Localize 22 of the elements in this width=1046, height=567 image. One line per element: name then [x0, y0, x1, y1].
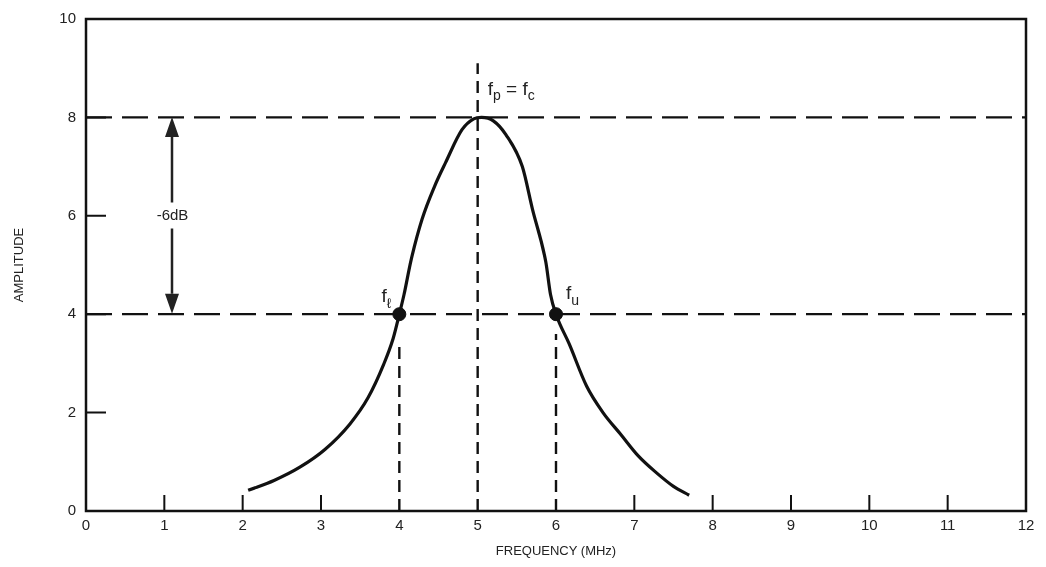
y-tick-label: 2	[67, 402, 76, 420]
x-tick-label: 12	[1017, 516, 1035, 534]
x-tick-label: 7	[630, 516, 639, 534]
x-tick-label: 8	[708, 516, 717, 534]
x-tick-label: 6	[551, 516, 561, 534]
annotation: -6dB	[156, 205, 189, 223]
y-tick-label: 4	[67, 304, 76, 322]
x-tick-label: 2	[238, 516, 247, 534]
y-tick-label: 10	[59, 9, 76, 27]
x-axis-title: FREQUENCY (MHz)	[495, 542, 617, 558]
y-tick-label: 6	[67, 205, 76, 223]
x-tick-label: 1	[160, 516, 169, 534]
x-tick-label: 0	[81, 516, 91, 534]
y-tick-label: 8	[67, 107, 76, 125]
x-tick-label: 11	[939, 516, 956, 534]
x-tick-label: 5	[473, 516, 482, 534]
x-tick-label: 4	[395, 516, 404, 534]
x-tick-label: 10	[860, 516, 878, 534]
y-axis-title: AMPLITUDE	[11, 227, 27, 303]
y-tick-label: 0	[67, 501, 76, 519]
x-tick-label: 3	[316, 516, 326, 534]
x-tick-label: 9	[786, 516, 796, 534]
